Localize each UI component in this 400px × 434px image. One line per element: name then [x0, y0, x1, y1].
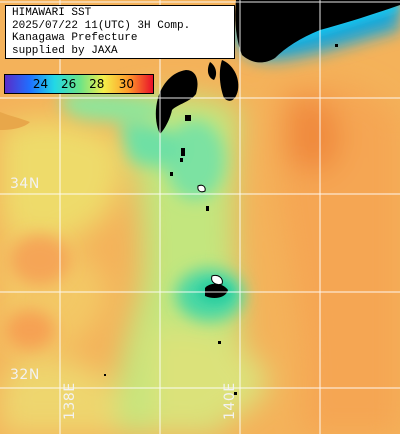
title-line-4: supplied by JAXA — [12, 44, 118, 57]
legend-tick-26: 26 — [60, 77, 77, 91]
title-line-1: HIMAWARI SST — [12, 7, 92, 19]
lon-label-138e: 138E — [62, 382, 78, 420]
legend-tick-24: 24 — [32, 77, 49, 91]
title-line-3: Kanagawa Prefecture — [12, 32, 138, 44]
title-box: HIMAWARI SST 2025/07/22 11(UTC) 3H Comp.… — [5, 5, 235, 59]
legend-tick-30: 30 — [118, 77, 134, 91]
legend-tick-28: 28 — [89, 77, 105, 91]
color-legend: 24 26 28 30 — [4, 74, 154, 94]
lat-label-34n: 34N — [10, 176, 40, 192]
lat-label-32n: 32N — [10, 367, 40, 383]
land — [0, 0, 400, 395]
title-line-2: 2025/07/22 11(UTC) 3H Comp. — [12, 19, 191, 32]
color-gradient — [5, 75, 153, 93]
lon-label-140e: 140E — [222, 382, 238, 420]
